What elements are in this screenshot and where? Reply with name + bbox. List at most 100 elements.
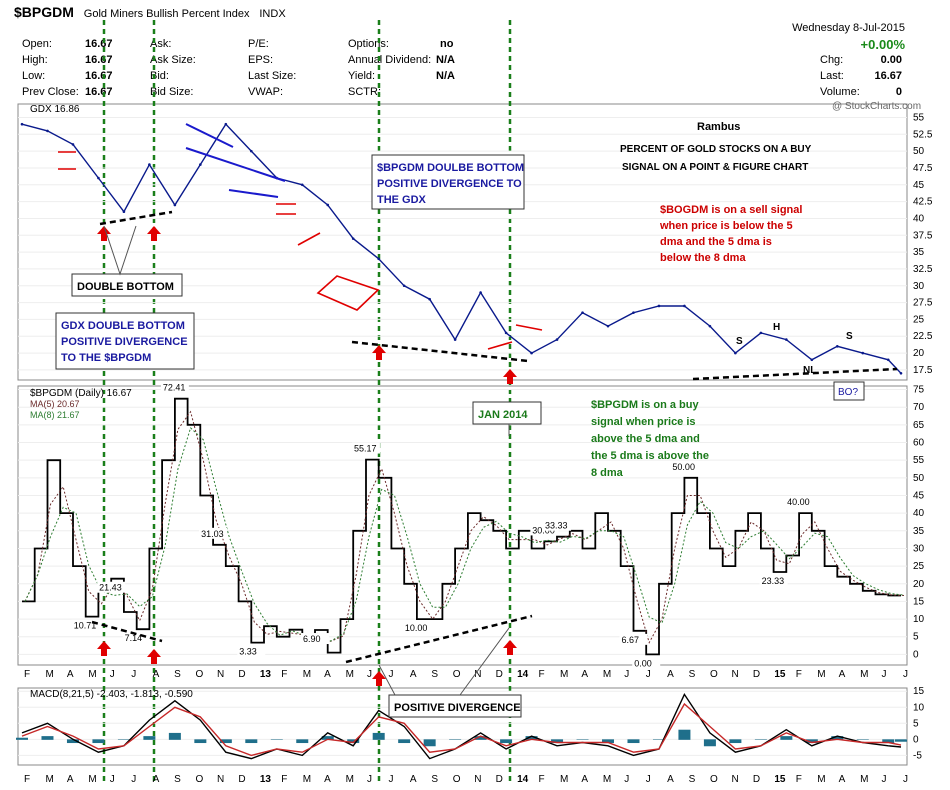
x-tick-label: 14	[517, 669, 529, 680]
y-tick-label: 10	[913, 702, 925, 713]
data-label: 6.90	[303, 634, 321, 644]
hs-left-shoulder: S	[736, 336, 743, 347]
gdx-point	[555, 338, 559, 341]
data-label: 10.71	[74, 621, 97, 631]
open-label: Open:	[22, 38, 52, 50]
gdx-point	[148, 163, 151, 166]
macd-hist-bar	[270, 739, 283, 740]
x-tick-label: D	[753, 669, 760, 680]
jan2014-note-box	[472, 401, 542, 425]
bp-divergence-line	[345, 614, 533, 664]
macd-hist-bar	[831, 736, 844, 740]
data-label-bg	[785, 496, 814, 508]
hs-right-shoulder: S	[846, 331, 853, 342]
macd-hist-bar	[780, 736, 793, 740]
data-label-bg	[71, 619, 100, 631]
macd-hist-bar	[500, 739, 513, 744]
macd-hist-bar	[423, 739, 436, 747]
callout-connector	[103, 225, 137, 276]
chg-value: 0.00	[880, 54, 902, 66]
data-label-bg	[543, 519, 572, 531]
gdx-point	[581, 311, 584, 314]
bp-double-bottom-line	[91, 620, 163, 643]
macd-hist-bar	[16, 737, 28, 740]
gdx-point	[300, 183, 304, 187]
x-tick-label-bottom: D	[753, 774, 760, 785]
gdx-point	[97, 176, 100, 180]
y-tick-label: 27.5	[913, 298, 933, 309]
gdx-point	[530, 351, 533, 355]
x-tick-label: O	[453, 669, 461, 680]
data-label: 23.33	[762, 576, 785, 586]
x-tick-label: S	[174, 669, 181, 680]
buy-note-line: $BPGDM is on a buy	[591, 399, 699, 411]
x-tick-label: F	[796, 669, 802, 680]
x-tick-label: F	[24, 669, 30, 680]
macd-hist-bar	[678, 729, 691, 740]
dividend-label: Annual Dividend:	[348, 54, 432, 66]
y-tick-label: 25	[913, 561, 925, 572]
x-tick-label: D	[496, 669, 503, 680]
x-tick-label-bottom: M	[45, 774, 53, 785]
options-value: no	[440, 38, 454, 50]
macd-hist-bar	[398, 739, 411, 744]
data-label: 50.00	[672, 462, 695, 472]
red-up-arrow-1	[147, 226, 161, 241]
gdx-point	[504, 331, 508, 335]
buy-note-line: the 5 dma is above the	[591, 450, 709, 462]
gdx-point	[657, 304, 661, 308]
yield-value: N/A	[436, 70, 455, 82]
x-tick-label-bottom: O	[196, 774, 204, 785]
gdx-note-box	[55, 312, 195, 370]
eps-label: EPS:	[248, 54, 274, 66]
y-tick-label: 60	[913, 438, 925, 449]
x-tick-label: S	[431, 669, 438, 680]
blue-trend-line	[185, 147, 286, 182]
x-tick-label-bottom: A	[581, 774, 588, 785]
x-tick-label-bottom: A	[839, 774, 846, 785]
macd-hist-bar	[449, 739, 462, 740]
x-tick-label-bottom: F	[539, 774, 545, 785]
x-tick-label: A	[410, 669, 417, 680]
macd-hist-bar	[805, 739, 818, 744]
x-tick-label: J	[388, 669, 393, 680]
gdx-point	[734, 351, 737, 355]
macd-hist-bar	[245, 739, 258, 744]
data-label-bg	[97, 581, 126, 593]
neckline	[692, 367, 898, 381]
x-tick-label: A	[667, 669, 674, 680]
bpgdm-panel-title: $BPGDM (Daily) 16.67	[30, 388, 132, 399]
buy-note-line: signal when price is	[591, 416, 696, 428]
jan2014-note-text: JAN 2014	[478, 409, 528, 421]
x-tick-label: M	[603, 669, 611, 680]
x-tick-label: N	[731, 669, 738, 680]
dbl-bottom-note-text: $BPGDM DOULBE BOTTOM	[377, 162, 524, 174]
bpgdm-line	[22, 397, 901, 656]
bo-label: BO?	[838, 387, 858, 398]
note-title-2: SIGNAL ON A POINT & FIGURE CHART	[622, 162, 808, 173]
signal-line	[21, 702, 902, 757]
red-flag-line	[515, 324, 543, 331]
data-label-bg	[632, 657, 661, 669]
x-tick-label: J	[624, 669, 629, 680]
x-tick-label: O	[710, 669, 718, 680]
x-tick-label: M	[45, 669, 53, 680]
y-tick-label: 5	[913, 632, 919, 643]
gdx-panel: 17.5 20 22.5 25 27.5 30 32.5 35 37.5 40 42.5 45 47.5…	[18, 104, 933, 376]
y-tick-label: 0	[913, 649, 919, 660]
ask-label: Ask:	[150, 38, 172, 50]
dbl-bottom-note-text: POSITIVE DIVERGENCE TO	[377, 178, 522, 190]
prev-close-value: 16.67	[85, 86, 113, 98]
x-tick-label-bottom: M	[303, 774, 311, 785]
gdx-double-bottom-line	[99, 210, 173, 226]
gdx-point	[402, 284, 406, 288]
y-tick-label: 37.5	[913, 230, 933, 241]
red-up-arrow-2	[372, 345, 386, 360]
red-up-arrow-3	[503, 369, 517, 384]
y-tick-label: 5	[913, 718, 919, 729]
vwap-label: VWAP:	[248, 86, 284, 98]
gdx-point	[899, 371, 903, 375]
x-tick-label: M	[303, 669, 311, 680]
hs-head: H	[773, 322, 780, 333]
